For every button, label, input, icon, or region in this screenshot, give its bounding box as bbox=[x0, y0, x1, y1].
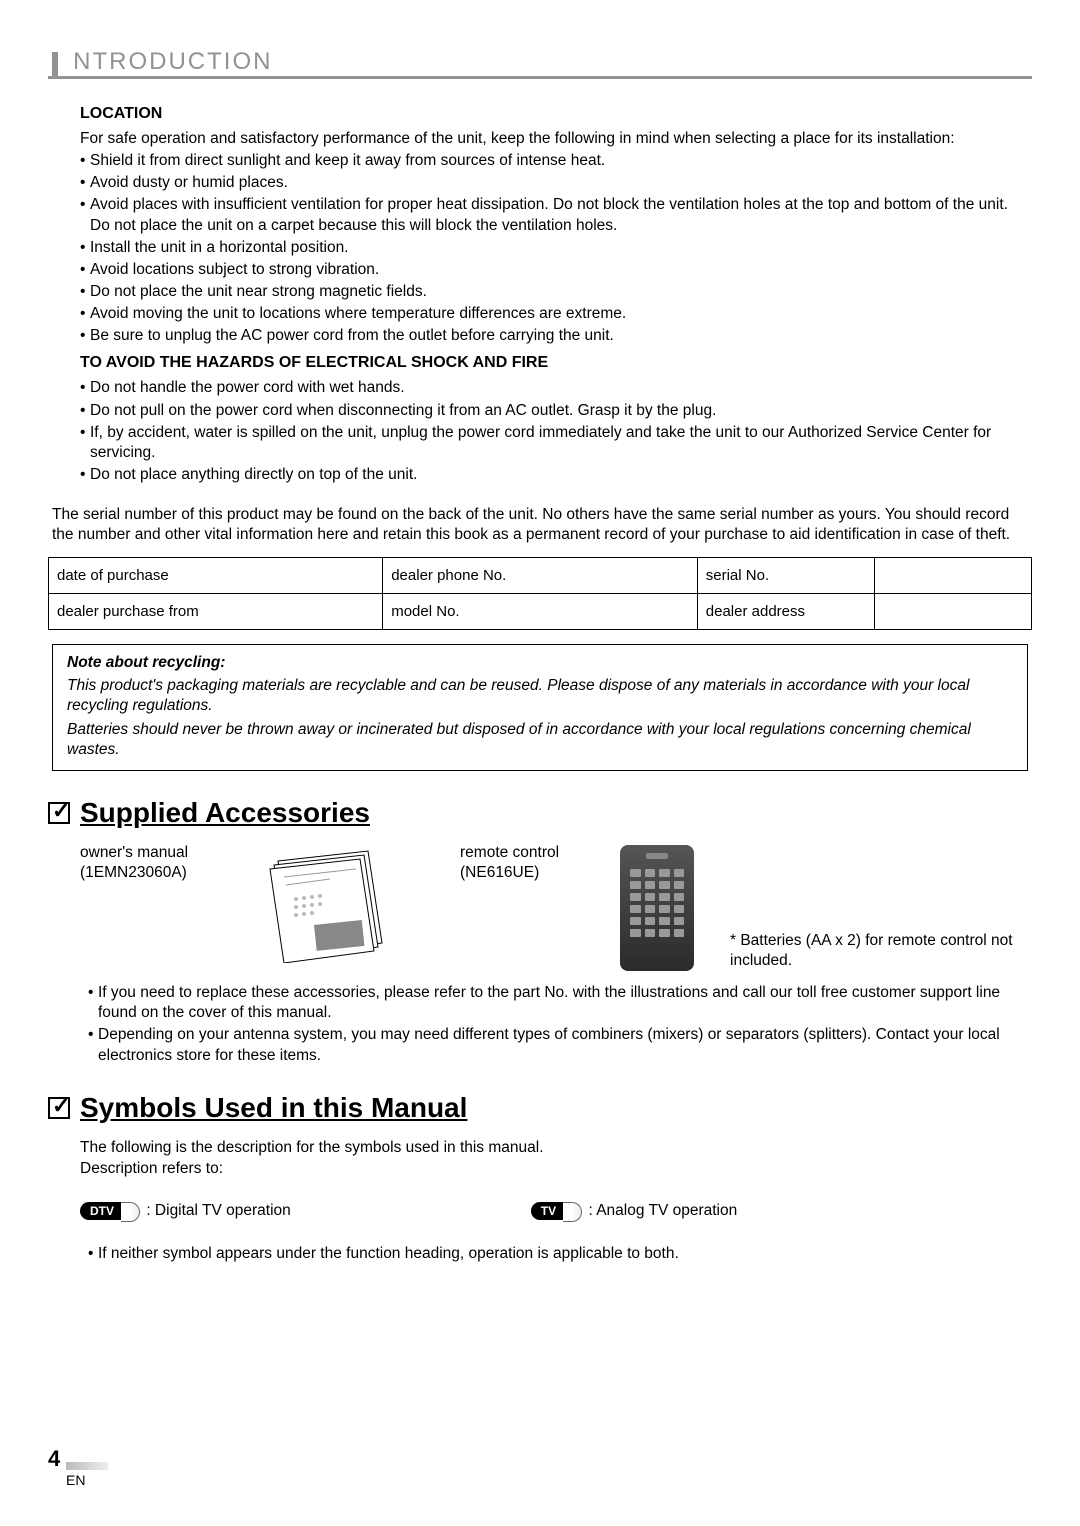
list-item: Depending on your antenna system, you ma… bbox=[88, 1025, 1002, 1065]
note-line: This product's packaging materials are r… bbox=[67, 676, 1013, 716]
list-item: Do not place the unit near strong magnet… bbox=[80, 282, 1026, 302]
list-item: Be sure to unplug the AC power cord from… bbox=[80, 326, 1026, 346]
list-item: If you need to replace these accessories… bbox=[88, 983, 1002, 1023]
recycling-note: Note about recycling: This product's pac… bbox=[52, 644, 1028, 771]
hazards-heading: TO AVOID THE HAZARDS OF ELECTRICAL SHOCK… bbox=[80, 354, 1026, 372]
record-table: date of purchase dealer phone No. serial… bbox=[48, 557, 1032, 630]
list-item: If, by accident, water is spilled on the… bbox=[80, 423, 1026, 463]
page-number: 4 bbox=[48, 1446, 60, 1471]
remote-label: remote control (NE616UE) bbox=[460, 843, 600, 883]
list-item: Install the unit in a horizontal positio… bbox=[80, 238, 1026, 258]
location-intro: For safe operation and satisfactory perf… bbox=[80, 129, 1026, 149]
dtv-symbol: DTV : Digital TV operation bbox=[80, 1202, 291, 1220]
note-line: Batteries should never be thrown away or… bbox=[67, 720, 1013, 760]
list-item: Avoid moving the unit to locations where… bbox=[80, 304, 1026, 324]
accessories-row: owner's manual (1EMN23060A) remote contr… bbox=[48, 843, 1032, 971]
list-item: Avoid locations subject to strong vibrat… bbox=[80, 260, 1026, 280]
header-accent-bar bbox=[52, 52, 58, 76]
symbols-heading: Symbols Used in this Manual bbox=[48, 1092, 1032, 1124]
chapter-header: INTRODUCTION bbox=[48, 48, 1032, 79]
remote-illustration bbox=[620, 845, 694, 971]
cell: dealer purchase from bbox=[49, 594, 383, 630]
dtv-pill: DTV bbox=[80, 1202, 124, 1220]
cell: dealer address bbox=[697, 594, 874, 630]
manual-label: owner's manual (1EMN23060A) bbox=[80, 843, 240, 883]
location-bullets: Shield it from direct sunlight and keep … bbox=[80, 151, 1026, 346]
chapter-title: INTRODUCTION bbox=[64, 48, 272, 75]
list-item: If neither symbol appears under the func… bbox=[88, 1244, 1032, 1264]
tv-text: : Analog TV operation bbox=[588, 1202, 737, 1219]
list-item: Avoid places with insufficient ventilati… bbox=[80, 195, 1026, 235]
symbols-title: Symbols Used in this Manual bbox=[80, 1092, 467, 1124]
symbols-bullets: If neither symbol appears under the func… bbox=[48, 1244, 1032, 1264]
list-item: Do not place anything directly on top of… bbox=[80, 465, 1026, 485]
serial-paragraph: The serial number of this product may be… bbox=[48, 505, 1032, 545]
tv-symbol: TV : Analog TV operation bbox=[531, 1202, 737, 1220]
page-lang: EN bbox=[66, 1472, 85, 1488]
cell: dealer phone No. bbox=[383, 558, 698, 594]
list-item: Do not pull on the power cord when disco… bbox=[80, 401, 1026, 421]
hazards-bullets: Do not handle the power cord with wet ha… bbox=[80, 378, 1026, 485]
accessories-title: Supplied Accessories bbox=[80, 797, 370, 829]
accessories-heading: Supplied Accessories bbox=[48, 797, 1032, 829]
location-section: LOCATION For safe operation and satisfac… bbox=[48, 105, 1032, 485]
list-item: Shield it from direct sunlight and keep … bbox=[80, 151, 1026, 171]
symbols-row: DTV : Digital TV operation TV : Analog T… bbox=[48, 1202, 1032, 1220]
cell-empty bbox=[874, 594, 1031, 630]
accessories-bullets: If you need to replace these accessories… bbox=[48, 983, 1032, 1066]
symbols-desc: The following is the description for the… bbox=[48, 1138, 1032, 1180]
location-heading: LOCATION bbox=[80, 105, 1026, 123]
table-row: dealer purchase from model No. dealer ad… bbox=[49, 594, 1032, 630]
cell: serial No. bbox=[697, 558, 874, 594]
page-footer: 4 EN bbox=[48, 1446, 85, 1490]
manual-illustration bbox=[260, 843, 400, 963]
tv-pill: TV bbox=[531, 1202, 566, 1220]
cell: model No. bbox=[383, 594, 698, 630]
note-title: Note about recycling: bbox=[67, 653, 1013, 673]
list-item: Avoid dusty or humid places. bbox=[80, 173, 1026, 193]
cell-empty bbox=[874, 558, 1031, 594]
list-item: Do not handle the power cord with wet ha… bbox=[80, 378, 1026, 398]
checkbox-icon bbox=[48, 802, 70, 824]
table-row: date of purchase dealer phone No. serial… bbox=[49, 558, 1032, 594]
dtv-text: : Digital TV operation bbox=[146, 1202, 290, 1219]
battery-note: * Batteries (AA x 2) for remote control … bbox=[730, 931, 1030, 971]
cell: date of purchase bbox=[49, 558, 383, 594]
checkbox-icon bbox=[48, 1097, 70, 1119]
